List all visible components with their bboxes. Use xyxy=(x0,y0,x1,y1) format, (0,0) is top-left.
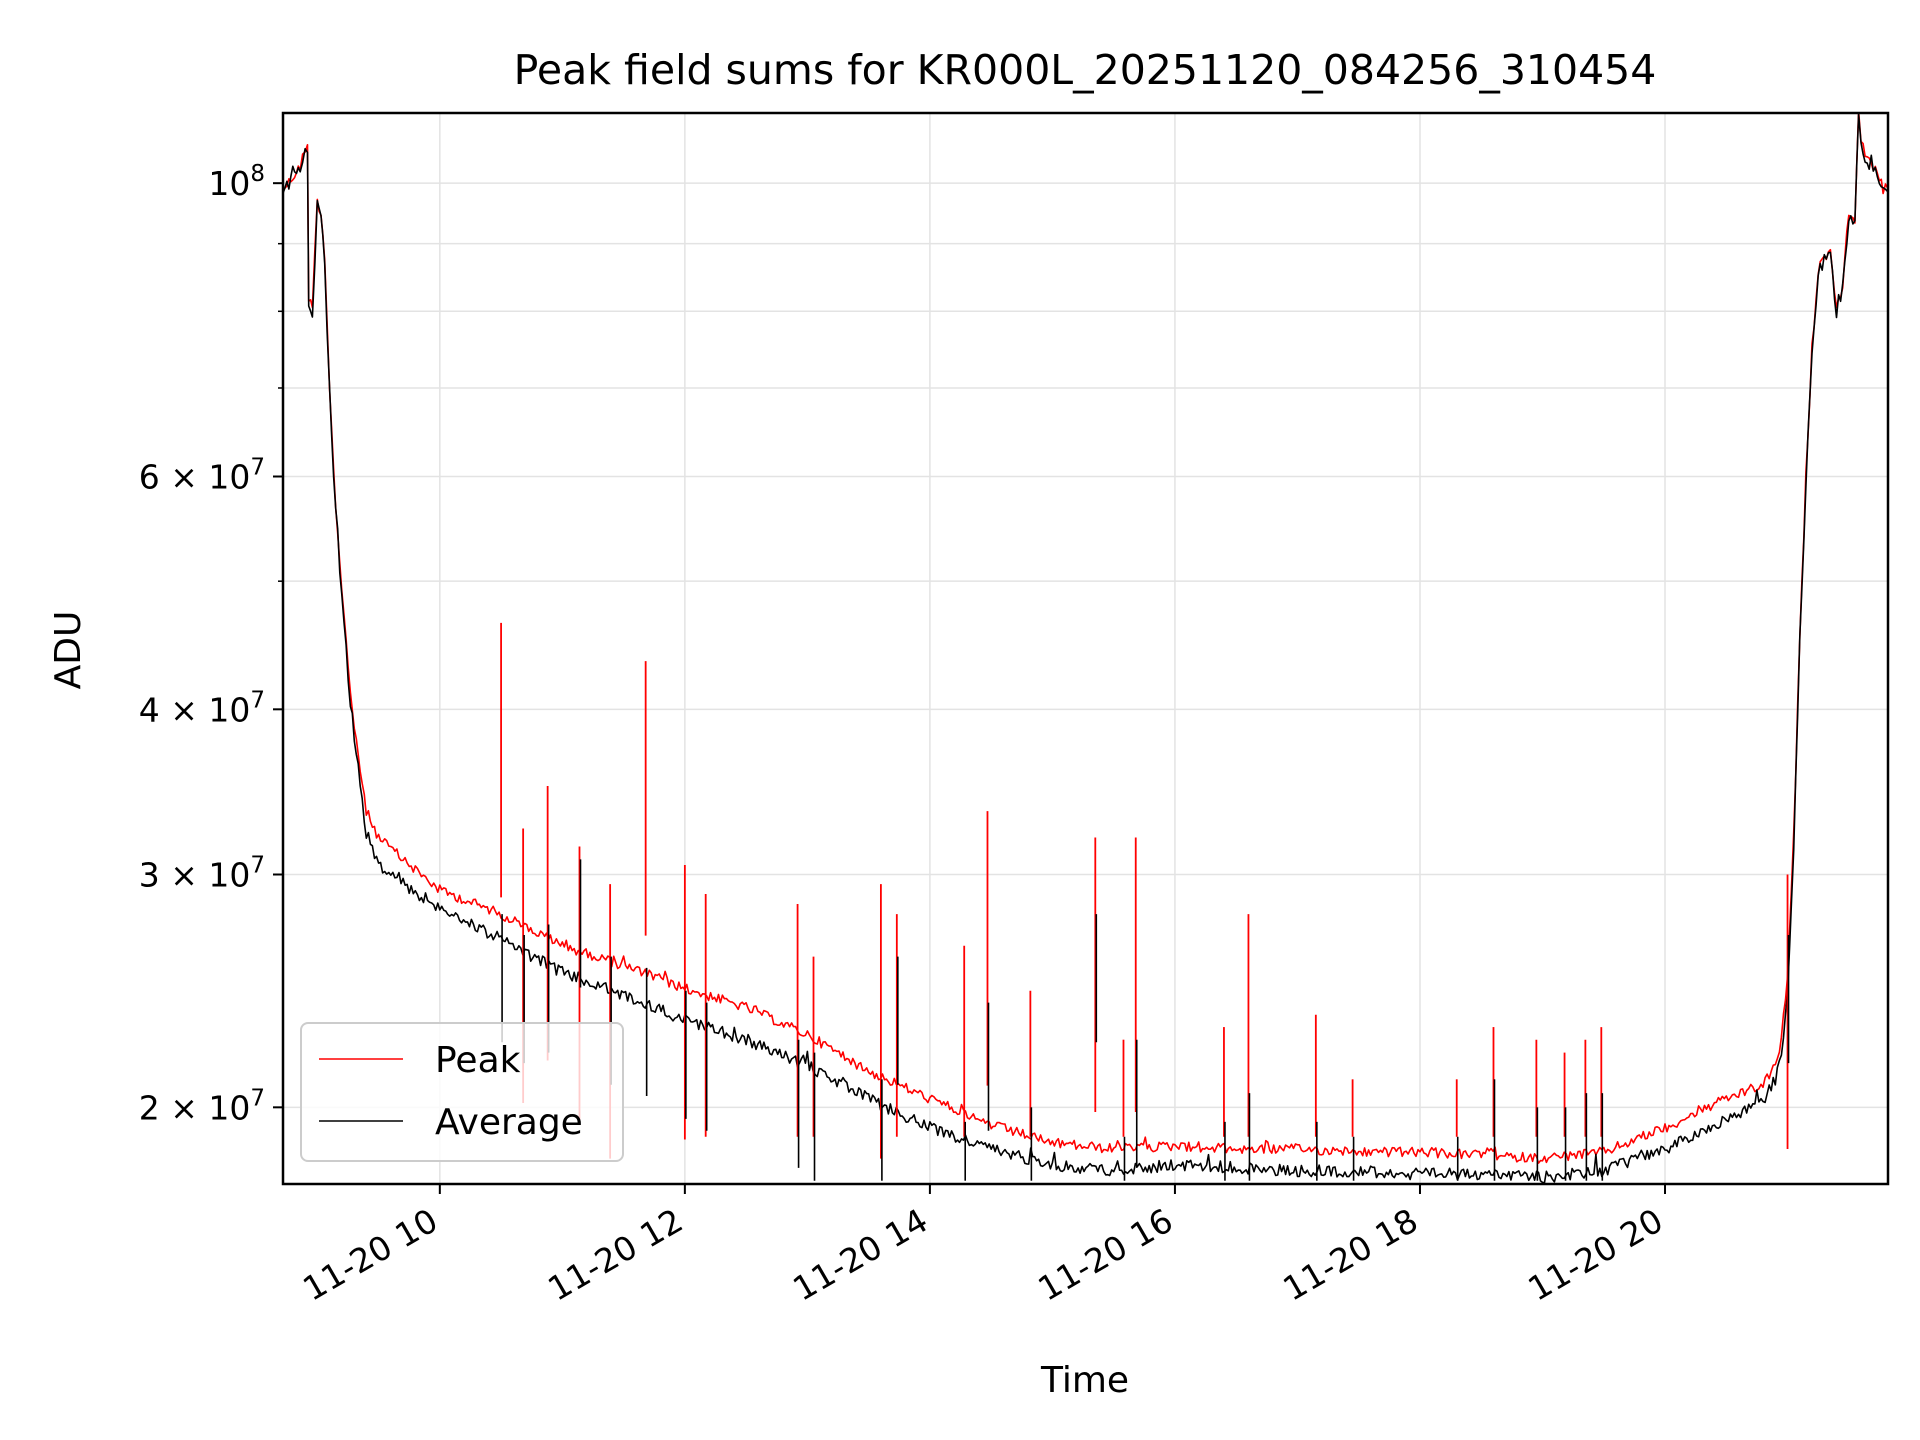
y-tick-label: 2 × 107 xyxy=(139,1085,265,1127)
y-tick-label: 4 × 107 xyxy=(139,687,265,729)
series-layer xyxy=(283,113,1888,1184)
chart-title: Peak field sums for KR000L_20251120_0842… xyxy=(514,46,1657,94)
y-tick-label: 6 × 107 xyxy=(139,454,265,496)
legend: Peak Average xyxy=(300,1022,624,1162)
legend-box xyxy=(300,1022,624,1162)
y-axis-label: ADU xyxy=(48,611,89,690)
legend-label-average: Average xyxy=(435,1102,583,1143)
x-axis-label: Time xyxy=(1040,1360,1129,1401)
series-line-peak xyxy=(283,113,1888,1164)
y-tick-label: 3 × 107 xyxy=(139,853,265,895)
grid xyxy=(283,113,1888,1184)
legend-label-peak: Peak xyxy=(435,1040,521,1081)
plot-frame xyxy=(281,111,1890,1186)
series-line-average xyxy=(283,113,1888,1184)
y-tick-label: 108 xyxy=(208,161,265,203)
